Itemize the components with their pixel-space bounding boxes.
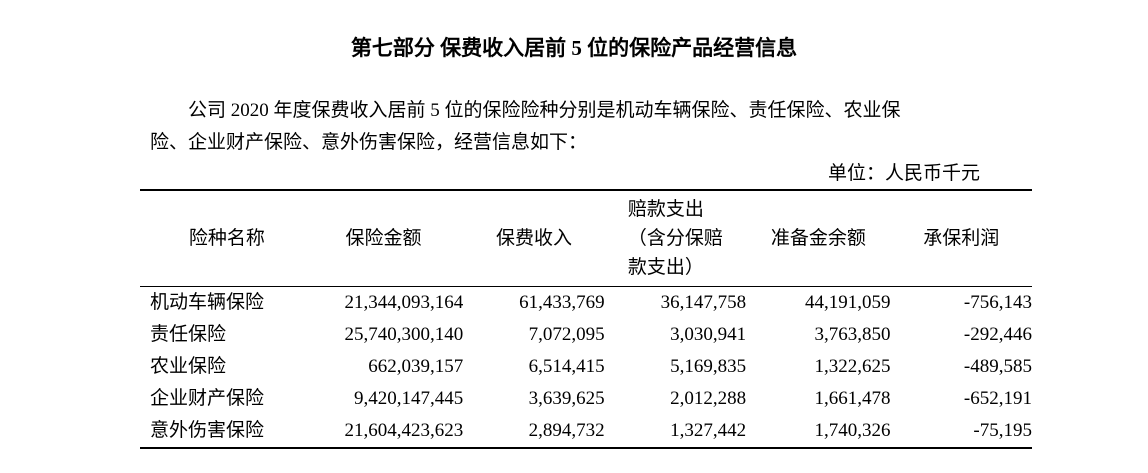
header-claims-line-3: 款支出） bbox=[627, 257, 704, 278]
cell-claims: 36,147,758 bbox=[660, 292, 747, 313]
cell-reserve: 1,322,625 bbox=[814, 356, 891, 377]
table-row: 农业保险 662,039,157 6,514,415 5,169,835 1,3… bbox=[140, 351, 1032, 383]
cell-reserve: 1,740,326 bbox=[746, 415, 891, 449]
header-reserve: 准备金余额 bbox=[746, 189, 891, 287]
intro-paragraph-line-1: 公司 2020 年度保费收入居前 5 位的保险险种分别是机动车辆保险、责任保险、… bbox=[188, 100, 901, 121]
cell-reserve: 44,191,059 bbox=[805, 292, 891, 313]
cell-reserve: 1,661,478 bbox=[814, 388, 891, 409]
cell-name: 意外伤害保险 bbox=[140, 415, 304, 449]
cell-profit: -652,191 bbox=[963, 388, 1032, 409]
table-row: 责任保险 25,740,300,140 7,072,095 3,030,941 … bbox=[140, 319, 1032, 351]
section-title: 第七部分 保费收入居前 5 位的保险产品经营信息 bbox=[350, 36, 798, 60]
cell-name: 企业财产保险 bbox=[150, 388, 265, 409]
cell-premium: 61,433,769 bbox=[519, 292, 605, 313]
cell-name: 责任保险 bbox=[150, 324, 227, 345]
cell-claims: 1,327,442 bbox=[604, 415, 747, 449]
cell-profit: -75,195 bbox=[890, 415, 1032, 449]
cell-profit: -489,585 bbox=[963, 356, 1032, 377]
cell-profit: -292,446 bbox=[963, 324, 1032, 345]
table-row: 意外伤害保险 21,604,423,623 2,894,732 1,327,44… bbox=[140, 415, 1032, 449]
header-claims: 赔款支出 （含分保赔 款支出） bbox=[604, 189, 747, 287]
unit-note: 单位：人民币千元 bbox=[827, 163, 980, 184]
cell-insured-amount: 25,740,300,140 bbox=[344, 324, 464, 345]
table-row: 机动车辆保险 21,344,093,164 61,433,769 36,147,… bbox=[140, 287, 1032, 320]
header-name: 险种名称 bbox=[140, 189, 304, 287]
cell-claims: 3,030,941 bbox=[670, 324, 747, 345]
cell-premium: 3,639,625 bbox=[528, 388, 605, 409]
intro-paragraph-line-2: 险、企业财产保险、意外伤害保险，经营信息如下： bbox=[150, 132, 588, 153]
cell-insured-amount: 21,604,423,623 bbox=[303, 415, 464, 449]
cell-insured-amount: 662,039,157 bbox=[368, 356, 464, 377]
cell-name: 农业保险 bbox=[150, 356, 227, 377]
cell-premium: 2,894,732 bbox=[463, 415, 605, 449]
cell-name: 机动车辆保险 bbox=[150, 292, 265, 313]
product-info-table: 险种名称 保险金额 保费收入 赔款支出 （含分保赔 款支出） 准备金余额 承保利… bbox=[140, 189, 1032, 449]
table-row: 企业财产保险 9,420,147,445 3,639,625 2,012,288… bbox=[140, 383, 1032, 415]
header-claims-line-1: 赔款支出 bbox=[627, 199, 704, 220]
cell-insured-amount: 9,420,147,445 bbox=[354, 388, 464, 409]
cell-premium: 7,072,095 bbox=[528, 324, 605, 345]
cell-insured-amount: 21,344,093,164 bbox=[344, 292, 464, 313]
cell-profit: -756,143 bbox=[963, 292, 1032, 313]
header-premium: 保费收入 bbox=[463, 189, 605, 287]
header-profit: 承保利润 bbox=[890, 189, 1032, 287]
cell-reserve: 3,763,850 bbox=[814, 324, 891, 345]
table-header-row: 险种名称 保险金额 保费收入 赔款支出 （含分保赔 款支出） 准备金余额 承保利… bbox=[140, 189, 1032, 287]
cell-premium: 6,514,415 bbox=[528, 356, 605, 377]
header-claims-line-2: （含分保赔 bbox=[627, 228, 723, 249]
cell-claims: 5,169,835 bbox=[670, 356, 747, 377]
header-insured-amount: 保险金额 bbox=[303, 189, 464, 287]
cell-claims: 2,012,288 bbox=[670, 388, 747, 409]
header-claims-text: 赔款支出 （含分保赔 款支出） bbox=[628, 195, 723, 282]
